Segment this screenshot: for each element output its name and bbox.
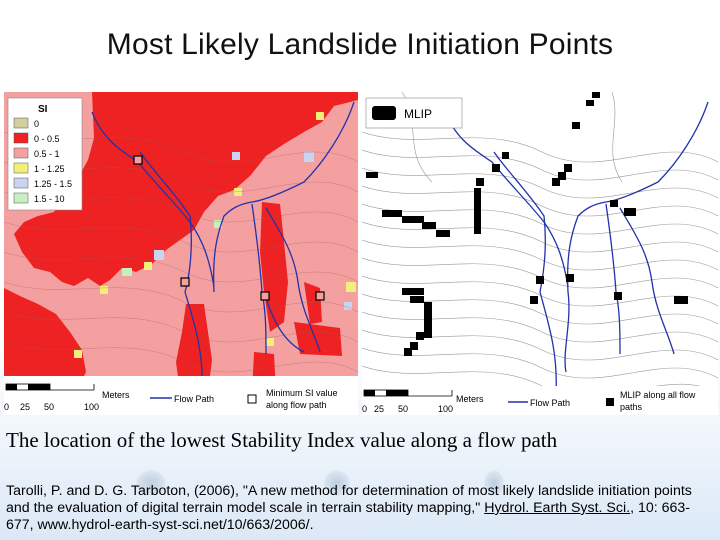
figure-caption: The location of the lowest Stability Ind…	[6, 428, 558, 452]
decor-shape	[324, 470, 350, 496]
si-legend-label: 1 - 1.25	[34, 164, 65, 174]
mlip-all-paths-label: MLIP along all flow	[620, 390, 696, 400]
min-si-label: along flow path	[266, 400, 327, 410]
si-red-zone	[4, 288, 86, 392]
mlip-map: MLIP 0 25 50 100 Meters Flow Path MLIP a…	[362, 92, 718, 415]
mlip-legend-square	[606, 398, 614, 406]
si-scale-tick: 50	[44, 402, 54, 412]
decor-shape	[484, 470, 504, 496]
mlip-flow-paths	[445, 101, 709, 393]
mlip-map-figure: MLIP 0 25 50 100 Meters Flow Path MLIP a…	[362, 92, 718, 415]
si-legend-label: 0.5 - 1	[34, 149, 60, 159]
si-scale-tick: 25	[20, 402, 30, 412]
decor-shape	[136, 470, 166, 496]
slide-title: Most Likely Landslide Initiation Points	[106, 28, 614, 61]
si-legend-label: 1.25 - 1.5	[34, 179, 72, 189]
si-scale-tick: 0	[4, 402, 9, 412]
min-si-label: Minimum SI value	[266, 388, 338, 398]
si-scale-tick: 100	[84, 402, 99, 412]
si-red-zone	[176, 304, 212, 392]
si-legend-swatch	[13, 177, 29, 189]
si-map-figure: SI 0 0 - 0.5 0.5 - 1 1 - 1.25 1.25 - 1.5 1.5 …	[4, 92, 358, 415]
mlip-scale-bar: 0 25 50 100 Meters	[362, 389, 484, 414]
mlip-flow-path-label: Flow Path	[530, 398, 570, 408]
si-legend-label: 0	[34, 119, 39, 129]
si-flow-path-label: Flow Path	[174, 394, 214, 404]
mlip-cells	[366, 92, 688, 356]
mlip-scale-tick: 50	[398, 404, 408, 414]
mlip-footer-strip	[362, 386, 718, 415]
si-footer-strip	[4, 376, 358, 415]
si-speckles	[74, 112, 356, 358]
si-legend-swatch	[13, 132, 29, 144]
mlip-scale-tick: 25	[374, 404, 384, 414]
si-legend-label: 0 - 0.5	[34, 134, 60, 144]
si-red-zone	[294, 322, 342, 356]
citation: Tarolli, P. and D. G. Tarboton, (2006), …	[6, 483, 712, 534]
si-legend-swatch	[13, 117, 29, 129]
citation-journal: Hydrol. Earth Syst. Sci.	[484, 500, 631, 516]
min-si-legend-symbol	[247, 394, 257, 404]
si-flow-paths	[91, 101, 355, 393]
citation-details: , 10: 663-677, www.hydrol-earth-syst-sci…	[6, 500, 691, 533]
si-legend: SI 0 0 - 0.5 0.5 - 1 1 - 1.25 1.25 - 1.5 1.5 …	[7, 97, 83, 211]
si-legend-swatch	[13, 192, 29, 204]
si-red-zone	[14, 92, 358, 286]
si-legend-title: SI	[38, 104, 48, 115]
si-legend-label: 1.5 - 10	[34, 194, 65, 204]
si-scale-bar: 0 25 50 100 Meters	[4, 383, 130, 412]
si-scale-label: Meters	[102, 390, 130, 400]
mlip-legend-symbol	[372, 106, 396, 120]
mlip-scale-tick: 100	[438, 404, 453, 414]
mlip-legend: MLIP	[365, 97, 463, 129]
mlip-all-paths-label: paths	[620, 402, 643, 412]
mlip-scale-label: Meters	[456, 394, 484, 404]
mlip-legend-label: MLIP	[404, 107, 432, 121]
citation-text: Tarolli, P. and D. G. Tarboton, (2006), …	[6, 483, 692, 516]
min-si-points	[133, 155, 325, 301]
si-legend-swatch	[13, 147, 29, 159]
si-map: SI 0 0 - 0.5 0.5 - 1 1 - 1.25 1.25 - 1.5 1.5 …	[4, 92, 358, 415]
mlip-scale-tick: 0	[362, 404, 367, 414]
si-legend-swatch	[13, 162, 29, 174]
